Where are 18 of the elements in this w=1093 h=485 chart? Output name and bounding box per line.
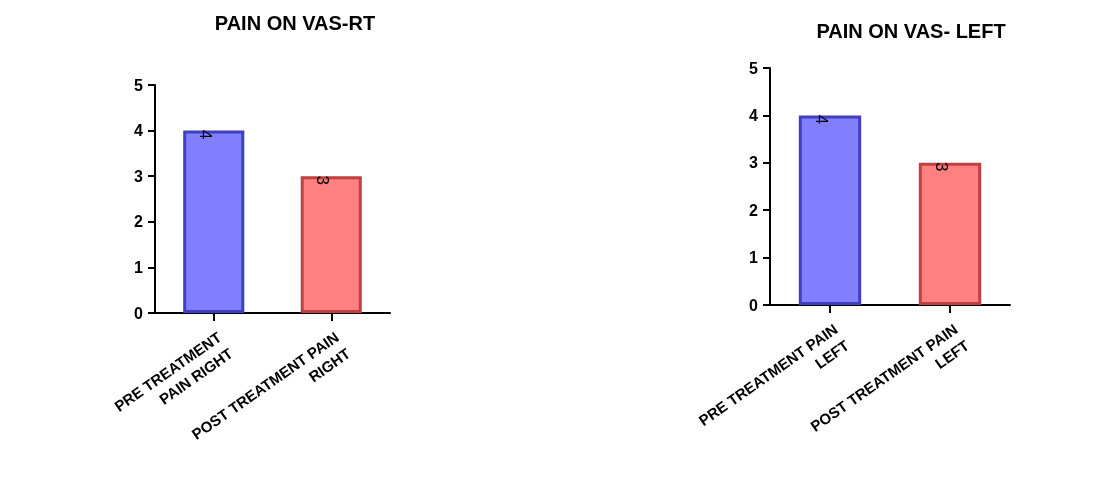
y-tick-label: 1 — [134, 258, 144, 276]
y-tick-label: 0 — [134, 304, 144, 322]
data-label: 4 — [812, 114, 831, 125]
y-tick-label: 5 — [749, 59, 759, 77]
chart-title: PAIN ON VAS- LEFT — [816, 20, 1006, 42]
y-tick-label: 4 — [749, 106, 759, 124]
y-tick-label: 3 — [749, 154, 759, 172]
y-tick-label: 3 — [134, 167, 144, 185]
y-tick-label: 2 — [134, 213, 144, 231]
y-tick-label: 5 — [134, 76, 144, 94]
y-tick-label: 4 — [134, 122, 144, 140]
data-label: 3 — [932, 162, 951, 172]
chart-title: PAIN ON VAS-RT — [214, 12, 376, 34]
data-label: 3 — [313, 175, 333, 185]
y-tick-label: 0 — [749, 296, 759, 314]
data-label: 4 — [195, 129, 215, 140]
y-tick-label: 2 — [749, 201, 759, 219]
y-tick-label: 1 — [749, 249, 759, 267]
